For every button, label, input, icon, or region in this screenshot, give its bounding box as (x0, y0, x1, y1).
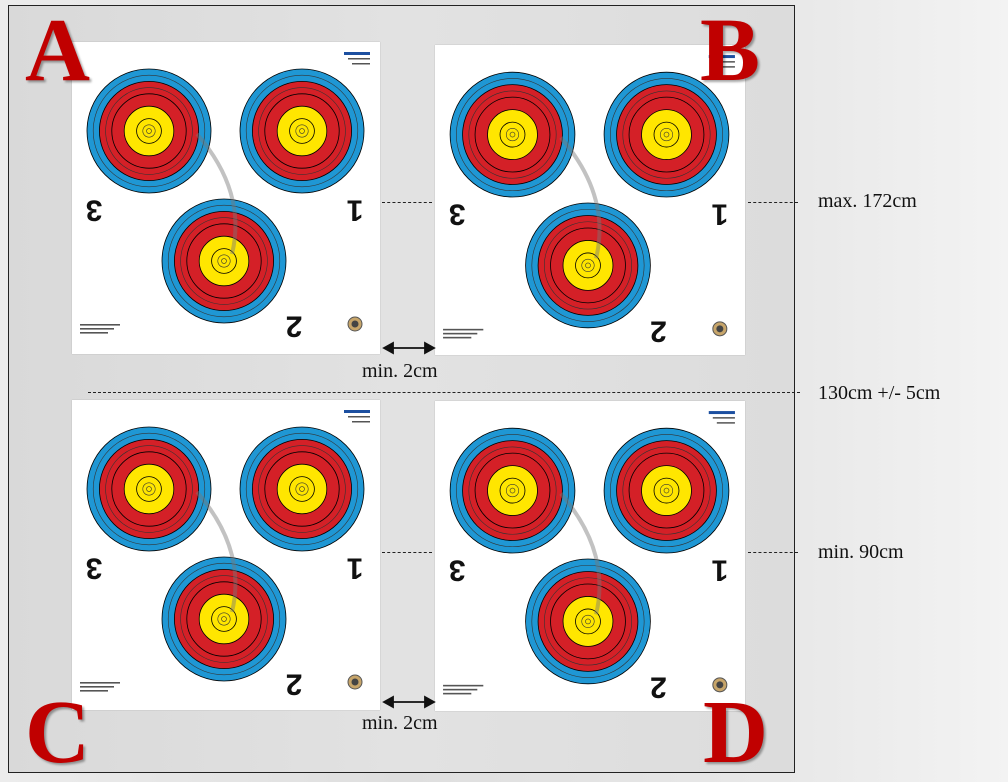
target-number-3: 3 (449, 198, 466, 231)
seal-icon (347, 316, 363, 332)
target-number-1: 1 (347, 194, 364, 227)
panel-letter-b: B (700, 1, 761, 100)
spot-3-c (86, 426, 212, 552)
watermark-arc (559, 136, 602, 259)
target-number-2: 2 (286, 310, 303, 343)
target-number-3: 3 (86, 552, 103, 585)
spot-2-a (161, 198, 287, 324)
seal-icon (712, 677, 728, 693)
target-face-c: 3 1 2 (72, 400, 380, 710)
manufacturer-logo (344, 52, 370, 65)
max-height-line-right (748, 202, 798, 203)
panel-letter-d: D (703, 683, 768, 782)
watermark-arc (195, 132, 238, 255)
manufacturer-logo (344, 410, 370, 423)
spot-1-a (239, 68, 365, 194)
fine-print (443, 328, 484, 339)
target-face-a: 3 1 2 (72, 42, 380, 354)
fine-print (80, 324, 120, 334)
manufacturer-logo (708, 411, 735, 424)
watermark-arc (195, 490, 238, 613)
spot-1-c (239, 426, 365, 552)
min-height-line-left (382, 552, 432, 553)
target-number-3: 3 (86, 194, 103, 227)
target-number-2: 2 (650, 314, 667, 347)
triple-spot-face-c: 3 1 2 (80, 410, 370, 701)
target-number-2: 2 (650, 670, 667, 703)
max-height-label: max. 172cm (818, 190, 917, 212)
spot-1-b (603, 71, 730, 198)
gap-top-label: min. 2cm (362, 360, 438, 382)
gap-arrow-bottom (382, 695, 436, 709)
target-number-1: 1 (711, 554, 728, 587)
triple-spot-face-a: 3 1 2 (80, 52, 370, 343)
panel-letter-c: C (25, 683, 90, 782)
min-height-line-right (748, 552, 798, 553)
target-face-d: 3 1 2 (435, 401, 745, 711)
seal-icon (712, 321, 728, 337)
manufacturer-logo (708, 55, 735, 68)
watermark-arc (559, 492, 602, 615)
spot-2-c (161, 556, 287, 682)
panel-letter-a: A (25, 1, 90, 100)
seal-icon (347, 674, 363, 690)
gap-arrow-top (382, 341, 436, 355)
gap-bottom-label: min. 2cm (362, 712, 438, 734)
spot-3-d (449, 427, 576, 554)
fine-print (443, 684, 484, 695)
spot-2-b (525, 202, 651, 329)
spot-3-a (86, 68, 212, 194)
fine-print (80, 682, 120, 692)
center-height-label: 130cm +/- 5cm (818, 382, 941, 404)
spot-3-b (449, 71, 576, 198)
min-height-label: min. 90cm (818, 541, 904, 563)
target-face-b: 3 1 2 (435, 45, 745, 355)
spot-1-d (603, 427, 730, 554)
target-number-1: 1 (711, 198, 728, 231)
target-number-1: 1 (347, 552, 364, 585)
target-number-2: 2 (286, 668, 303, 701)
center-height-line (88, 392, 800, 393)
target-number-3: 3 (449, 554, 466, 587)
spot-2-d (525, 558, 651, 685)
triple-spot-face-b: 3 1 2 (443, 55, 735, 347)
triple-spot-face-d: 3 1 2 (443, 411, 735, 703)
max-height-line-left (382, 202, 432, 203)
